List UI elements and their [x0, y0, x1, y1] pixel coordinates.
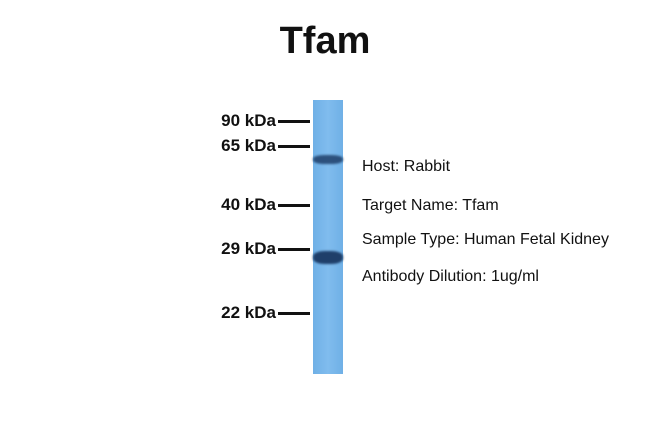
figure-title: Tfam	[279, 20, 371, 62]
marker-tick	[278, 120, 310, 123]
marker-label: 29 kDa	[221, 239, 276, 258]
info-host: Host: Rabbit	[362, 158, 451, 175]
info-dilution: Antibody Dilution: 1ug/ml	[362, 268, 539, 285]
band-lower	[313, 251, 343, 264]
marker-label: 65 kDa	[221, 136, 276, 155]
info-target: Target Name: Tfam	[362, 197, 499, 214]
marker-40: 40 kDa	[200, 195, 310, 215]
marker-tick	[278, 145, 310, 148]
marker-65: 65 kDa	[200, 136, 310, 156]
band-upper	[313, 155, 343, 164]
marker-22: 22 kDa	[200, 303, 310, 323]
marker-tick	[278, 248, 310, 251]
marker-90: 90 kDa	[200, 111, 310, 131]
marker-label: 90 kDa	[221, 111, 276, 130]
marker-tick	[278, 312, 310, 315]
marker-label: 22 kDa	[221, 303, 276, 322]
info-sample: Sample Type: Human Fetal Kidney	[362, 231, 609, 248]
blot-lane	[313, 100, 343, 374]
marker-label: 40 kDa	[221, 195, 276, 214]
marker-tick	[278, 204, 310, 207]
marker-29: 29 kDa	[200, 239, 310, 259]
